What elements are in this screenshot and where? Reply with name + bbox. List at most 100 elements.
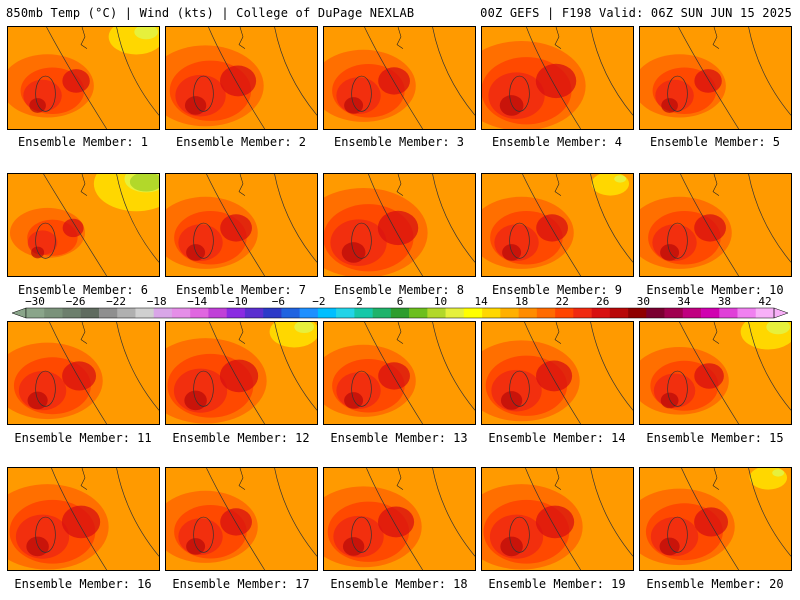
temperature-field xyxy=(640,468,791,570)
ensemble-member-map xyxy=(481,321,634,425)
ensemble-member-map xyxy=(165,173,318,277)
ensemble-member-label: Ensemble Member: 19 xyxy=(488,577,626,591)
temperature-field xyxy=(8,27,159,129)
colorbar-tick-label: 6 xyxy=(396,295,404,308)
temperature-field xyxy=(166,174,317,276)
ensemble-member-label: Ensemble Member: 4 xyxy=(491,135,623,149)
colorbar-swatch xyxy=(62,308,82,318)
temperature-field xyxy=(8,174,159,276)
colorbar-swatch xyxy=(26,308,45,318)
ensemble-member-label: Ensemble Member: 2 xyxy=(175,135,307,149)
colorbar-swatch xyxy=(701,308,720,318)
ensemble-member-map xyxy=(323,173,476,277)
colorbar-swatch xyxy=(591,308,611,318)
colorbar-swatch xyxy=(354,308,373,318)
ensemble-member-label: Ensemble Member: 5 xyxy=(649,135,781,149)
ensemble-member-map xyxy=(639,173,792,277)
colorbar-tick-label: −6 xyxy=(271,295,285,308)
temperature-field xyxy=(166,27,317,129)
colorbar-swatch xyxy=(263,308,282,318)
colorbar-swatch xyxy=(482,308,501,318)
colorbar-swatch xyxy=(682,308,702,318)
colorbar-swatch xyxy=(372,308,392,318)
temperature-field xyxy=(8,468,159,570)
temperature-field xyxy=(640,174,791,276)
colorbar-tick-label: 38 xyxy=(717,295,732,308)
colorbar-tick-label: −22 xyxy=(106,295,127,308)
colorbar-tick-label: −18 xyxy=(146,295,167,308)
colorbar-swatch xyxy=(409,308,428,318)
colorbar-swatch xyxy=(336,308,355,318)
ensemble-member-map xyxy=(481,26,634,130)
colorbar-swatch xyxy=(98,308,118,318)
colorbar-swatch xyxy=(171,308,191,318)
colorbar-swatch xyxy=(445,308,465,318)
temperature-field xyxy=(166,468,317,570)
temperature-field xyxy=(324,27,475,129)
temperature-field xyxy=(8,322,159,424)
ensemble-member-map xyxy=(639,321,792,425)
ensemble-member-map xyxy=(165,321,318,425)
colorbar-swatch xyxy=(646,308,665,318)
ensemble-member-label: Ensemble Member: 13 xyxy=(330,431,468,445)
colorbar-tick-label: 14 xyxy=(474,295,488,308)
ensemble-member-map xyxy=(481,467,634,571)
colorbar-swatch xyxy=(536,308,556,318)
colorbar-tick-label: 34 xyxy=(677,295,691,308)
colorbar-swatch xyxy=(664,308,684,318)
ensemble-member-label: Ensemble Member: 12 xyxy=(172,431,310,445)
colorbar-swatch xyxy=(463,308,483,318)
ensemble-member-label: Ensemble Member: 17 xyxy=(172,577,310,591)
colorbar-swatch xyxy=(208,308,227,318)
colorbar-swatch xyxy=(226,308,246,318)
colorbar-tick-label: 30 xyxy=(636,295,650,308)
colorbar-tick-label: 22 xyxy=(555,295,569,308)
colorbar-swatch xyxy=(755,308,775,318)
colorbar-swatch xyxy=(628,308,647,318)
colorbar-tick-label: −30 xyxy=(25,295,45,308)
colorbar-swatch xyxy=(737,308,757,318)
map-title: 850mb Temp (°C) | Wind (kts) | College o… xyxy=(6,6,415,20)
ensemble-member-map xyxy=(639,26,792,130)
colorbar-left-arrow xyxy=(12,307,27,319)
temperature-field xyxy=(324,174,475,276)
colorbar-tick-label: 2 xyxy=(356,295,363,308)
colorbar-swatch xyxy=(44,308,63,318)
colorbar-tick-label: 26 xyxy=(596,295,610,308)
temperature-colorbar xyxy=(12,307,788,319)
colorbar-tick-label: 10 xyxy=(433,295,448,308)
ensemble-member-map xyxy=(165,26,318,130)
ensemble-member-label: Ensemble Member: 6 xyxy=(17,283,149,297)
colorbar-swatch xyxy=(427,308,446,318)
ensemble-member-label: Ensemble Member: 11 xyxy=(14,431,152,445)
colorbar-swatch xyxy=(190,308,209,318)
ensemble-member-label: Ensemble Member: 16 xyxy=(14,577,152,591)
ensemble-member-label: Ensemble Member: 18 xyxy=(330,577,468,591)
ensemble-member-map xyxy=(481,173,634,277)
colorbar-swatch xyxy=(609,308,629,318)
ensemble-member-map xyxy=(323,321,476,425)
ensemble-member-label: Ensemble Member: 1 xyxy=(17,135,149,149)
ensemble-member-map xyxy=(323,26,476,130)
ensemble-member-label: Ensemble Member: 15 xyxy=(646,431,784,445)
ensemble-member-label: Ensemble Member: 14 xyxy=(488,431,626,445)
ensemble-member-label: Ensemble Member: 10 xyxy=(646,283,784,297)
ensemble-member-label: Ensemble Member: 20 xyxy=(646,577,784,591)
ensemble-member-label: Ensemble Member: 3 xyxy=(333,135,465,149)
colorbar-swatch xyxy=(573,308,592,318)
colorbar-right-arrow xyxy=(773,307,788,319)
colorbar-swatch xyxy=(390,308,410,318)
ensemble-member-map xyxy=(7,321,160,425)
temperature-field xyxy=(640,322,791,424)
colorbar-swatch xyxy=(719,308,738,318)
colorbar-swatch xyxy=(244,308,264,318)
ensemble-member-label: Ensemble Member: 9 xyxy=(491,283,623,297)
colorbar-tick-label: −14 xyxy=(187,295,208,308)
ensemble-member-map xyxy=(639,467,792,571)
colorbar-swatch xyxy=(135,308,155,318)
colorbar-swatch xyxy=(317,308,337,318)
temperature-field xyxy=(482,322,633,424)
colorbar-swatch xyxy=(117,308,136,318)
colorbar-swatch xyxy=(281,308,300,318)
colorbar-tick-label: 42 xyxy=(758,295,772,308)
